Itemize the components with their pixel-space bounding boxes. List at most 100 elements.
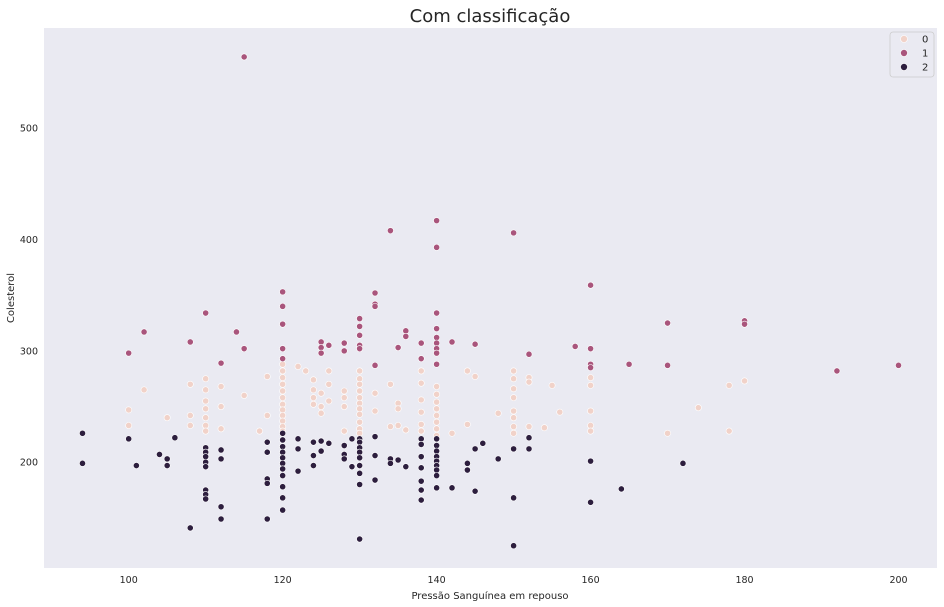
data-point-class-2 — [186, 524, 194, 532]
data-point-class-0 — [587, 427, 594, 435]
data-point-class-1 — [433, 309, 441, 317]
legend-label-class-0: 0 — [922, 35, 928, 46]
data-point-class-1 — [664, 361, 671, 369]
data-point-class-0 — [279, 387, 287, 395]
data-point-class-2 — [356, 462, 364, 469]
data-point-class-2 — [310, 438, 317, 446]
data-point-class-2 — [464, 459, 471, 467]
chart-title: Com classificação — [410, 6, 571, 27]
data-point-class-2 — [340, 442, 348, 449]
data-point-class-1 — [587, 364, 594, 371]
legend-label-class-1: 1 — [922, 49, 928, 60]
data-point-class-1 — [371, 289, 379, 297]
data-point-class-0 — [140, 386, 148, 394]
data-point-class-0 — [471, 373, 479, 380]
data-point-class-2 — [202, 463, 210, 471]
data-point-class-2 — [202, 495, 210, 503]
data-point-class-0 — [587, 407, 594, 415]
data-point-class-2 — [217, 515, 225, 523]
data-point-class-2 — [510, 494, 517, 502]
data-point-class-2 — [163, 462, 171, 469]
data-point-class-2 — [317, 437, 325, 445]
data-point-class-0 — [433, 418, 441, 426]
x-tick-label: 140 — [428, 575, 446, 586]
data-point-class-0 — [587, 382, 594, 389]
data-point-class-0 — [433, 383, 441, 390]
data-point-class-0 — [186, 380, 194, 388]
data-point-class-1 — [233, 328, 240, 336]
data-point-class-0 — [510, 375, 517, 383]
data-point-class-1 — [387, 227, 394, 235]
data-point-class-1 — [371, 361, 379, 369]
data-point-class-1 — [664, 319, 671, 327]
data-point-class-0 — [464, 367, 471, 375]
data-point-class-0 — [587, 374, 594, 382]
data-point-class-0 — [371, 407, 379, 415]
data-point-class-0 — [433, 425, 441, 433]
data-point-class-0 — [163, 414, 171, 422]
data-point-class-0 — [217, 383, 225, 390]
data-point-class-2 — [217, 455, 225, 463]
data-point-class-1 — [186, 338, 194, 346]
data-point-class-0 — [741, 377, 748, 385]
data-point-class-2 — [417, 496, 425, 504]
data-point-class-1 — [402, 333, 410, 340]
data-point-class-2 — [394, 456, 402, 464]
data-point-class-0 — [510, 423, 517, 430]
data-point-class-2 — [494, 455, 502, 463]
data-point-class-2 — [263, 515, 271, 523]
data-point-class-0 — [340, 403, 348, 410]
data-point-class-2 — [279, 506, 287, 514]
data-point-class-0 — [356, 367, 364, 375]
data-point-class-0 — [310, 394, 317, 402]
data-point-class-1 — [356, 345, 364, 353]
data-point-class-1 — [325, 341, 333, 349]
legend-marker-class-2 — [900, 63, 908, 71]
data-point-class-1 — [317, 349, 325, 357]
data-point-class-2 — [310, 462, 317, 469]
data-point-class-0 — [325, 367, 333, 375]
data-point-class-0 — [356, 418, 364, 426]
data-point-class-0 — [279, 367, 287, 375]
data-point-class-2 — [417, 464, 425, 472]
data-point-class-2 — [471, 487, 479, 495]
data-point-class-1 — [571, 343, 579, 350]
legend: 0 1 2 — [889, 31, 935, 78]
data-point-class-2 — [417, 486, 425, 494]
data-point-class-2 — [356, 469, 364, 477]
y-tick-label: 200 — [20, 458, 38, 469]
data-point-class-0 — [310, 386, 317, 394]
data-point-class-1 — [587, 345, 594, 353]
y-axis-label: Colesterol — [6, 273, 17, 323]
data-point-class-0 — [510, 407, 517, 415]
data-point-class-0 — [125, 406, 133, 414]
data-point-class-1 — [587, 281, 594, 289]
data-point-class-1 — [340, 339, 348, 347]
data-point-class-1 — [279, 355, 287, 363]
x-tick-label: 100 — [120, 575, 138, 586]
data-point-class-2 — [510, 445, 517, 453]
data-point-class-1 — [433, 325, 441, 333]
data-point-class-2 — [356, 535, 364, 543]
data-point-class-1 — [356, 331, 364, 339]
data-point-class-0 — [356, 410, 364, 418]
data-point-class-1 — [240, 345, 248, 353]
data-point-class-1 — [371, 302, 379, 310]
data-point-class-0 — [433, 398, 441, 406]
data-point-class-0 — [540, 424, 548, 432]
data-point-class-0 — [525, 378, 533, 386]
y-tick-label: 500 — [20, 124, 38, 135]
data-point-class-2 — [617, 485, 625, 493]
data-point-class-0 — [325, 397, 333, 405]
x-ticks: 100 120 140 160 180 200 — [120, 575, 908, 586]
data-point-class-1 — [433, 360, 441, 368]
data-point-class-1 — [433, 349, 441, 357]
data-point-class-1 — [202, 309, 210, 317]
data-point-class-0 — [433, 412, 441, 419]
data-point-class-1 — [125, 349, 133, 357]
data-point-class-2 — [417, 441, 425, 448]
data-point-class-0 — [394, 405, 402, 413]
data-point-class-2 — [433, 472, 441, 479]
data-point-class-0 — [402, 426, 410, 434]
data-point-class-0 — [664, 429, 671, 437]
